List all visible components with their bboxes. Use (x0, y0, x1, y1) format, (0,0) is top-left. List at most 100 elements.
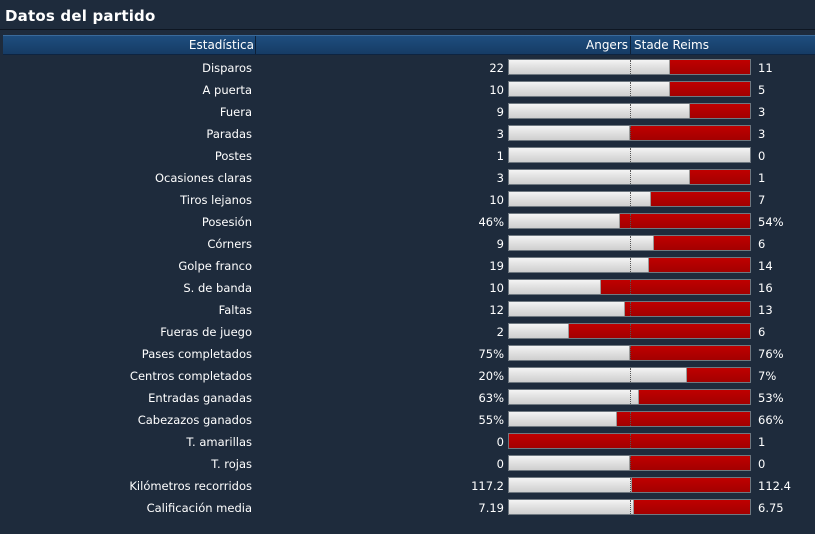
comparison-bar (508, 125, 751, 141)
home-value: 10 (489, 83, 504, 97)
home-value: 9 (496, 105, 504, 119)
comparison-bar (508, 103, 751, 119)
home-share-fill (509, 412, 618, 426)
home-share-fill (509, 104, 690, 118)
stat-label: S. de banda (183, 281, 252, 295)
midpoint-marker (630, 214, 631, 228)
comparison-bar (508, 389, 751, 405)
stat-row: Kilómetros recorridos 117.2 112.4 (0, 475, 815, 497)
stat-label: Postes (214, 149, 252, 163)
stat-row: Postes 1 0 (0, 145, 815, 167)
home-value: 46% (478, 215, 504, 229)
stat-label: Faltas (218, 303, 252, 317)
comparison-bar (508, 345, 751, 361)
away-value: 6 (758, 237, 766, 251)
home-share-fill (509, 258, 649, 272)
stat-label: Tiros lejanos (180, 193, 252, 207)
column-header-statistic[interactable]: Estadística (188, 38, 254, 52)
home-value: 19 (489, 259, 504, 273)
stat-label: Fueras de juego (160, 325, 252, 339)
home-share-fill (509, 126, 630, 140)
comparison-bar (508, 81, 751, 97)
home-value: 0 (496, 435, 504, 449)
column-header-away-team[interactable]: Stade Reims (634, 38, 709, 52)
home-share-fill (509, 346, 630, 360)
away-value: 0 (758, 149, 766, 163)
stat-row: Fuera 9 3 (0, 101, 815, 123)
midpoint-marker (630, 192, 631, 206)
stat-row: Cabezazos ganados 55% 66% (0, 409, 815, 431)
home-value: 10 (489, 193, 504, 207)
midpoint-marker (630, 368, 631, 382)
stat-row: Faltas 12 13 (0, 299, 815, 321)
stat-label: Entradas ganadas (148, 391, 252, 405)
stat-label: Calificación media (146, 501, 252, 515)
stat-label: Fuera (219, 105, 252, 119)
away-value: 6.75 (758, 501, 784, 515)
home-value: 9 (496, 237, 504, 251)
home-share-fill (509, 82, 671, 96)
stat-row: Entradas ganadas 63% 53% (0, 387, 815, 409)
comparison-bar (508, 367, 751, 383)
stat-row: Paradas 3 3 (0, 123, 815, 145)
stat-label: Disparos (202, 61, 252, 75)
comparison-bar (508, 235, 751, 251)
midpoint-marker (630, 434, 631, 448)
home-share-fill (509, 170, 690, 184)
midpoint-marker (630, 280, 631, 294)
home-share-fill (509, 500, 635, 514)
comparison-bar (508, 455, 751, 471)
away-value: 112.4 (758, 479, 791, 493)
panel-title: Datos del partido (5, 7, 156, 25)
away-value: 5 (758, 83, 766, 97)
stat-row: Fueras de juego 2 6 (0, 321, 815, 343)
stat-label: T. amarillas (186, 435, 252, 449)
away-value: 7% (758, 369, 777, 383)
home-value: 22 (489, 61, 504, 75)
midpoint-marker (630, 390, 631, 404)
away-value: 76% (758, 347, 784, 361)
home-share-fill (509, 192, 652, 206)
home-value: 3 (496, 127, 504, 141)
column-header-home-team[interactable]: Angers (586, 38, 628, 52)
away-value: 11 (758, 61, 773, 75)
home-share-fill (509, 478, 632, 492)
stat-row: A puerta 10 5 (0, 79, 815, 101)
away-value: 6 (758, 325, 766, 339)
stat-row: Golpe franco 19 14 (0, 255, 815, 277)
home-value: 55% (478, 413, 504, 427)
column-divider (630, 36, 631, 54)
stat-label: Centros completados (129, 369, 252, 383)
away-value: 14 (758, 259, 773, 273)
stat-label: Golpe franco (178, 259, 252, 273)
home-share-fill (509, 214, 620, 228)
stats-table-body: Disparos 22 11 A puerta 10 5 Fuera 9 3 Paradas 3 3 P… (0, 57, 815, 519)
home-value: 12 (489, 303, 504, 317)
away-value: 3 (758, 105, 766, 119)
home-value: 3 (496, 171, 504, 185)
midpoint-marker (630, 170, 631, 184)
home-share-fill (509, 236, 654, 250)
away-value: 0 (758, 457, 766, 471)
home-value: 1 (496, 149, 504, 163)
home-share-fill (509, 280, 601, 294)
comparison-bar (508, 477, 751, 493)
away-value: 54% (758, 215, 784, 229)
comparison-bar (508, 257, 751, 273)
stat-row: Ocasiones claras 3 1 (0, 167, 815, 189)
stat-row: T. rojas 0 0 (0, 453, 815, 475)
midpoint-marker (630, 82, 631, 96)
stat-label: Cabezazos ganados (137, 413, 252, 427)
stat-label: Córners (207, 237, 252, 251)
stat-row: Posesión 46% 54% (0, 211, 815, 233)
away-value: 66% (758, 413, 784, 427)
home-share-fill (509, 60, 671, 74)
stat-label: Posesión (201, 215, 252, 229)
comparison-bar (508, 279, 751, 295)
home-share-fill (509, 302, 625, 316)
stat-label: Paradas (206, 127, 252, 141)
home-value: 10 (489, 281, 504, 295)
stats-table-header: Estadística Angers Stade Reims (3, 35, 815, 55)
midpoint-marker (630, 302, 631, 316)
stat-row: S. de banda 10 16 (0, 277, 815, 299)
